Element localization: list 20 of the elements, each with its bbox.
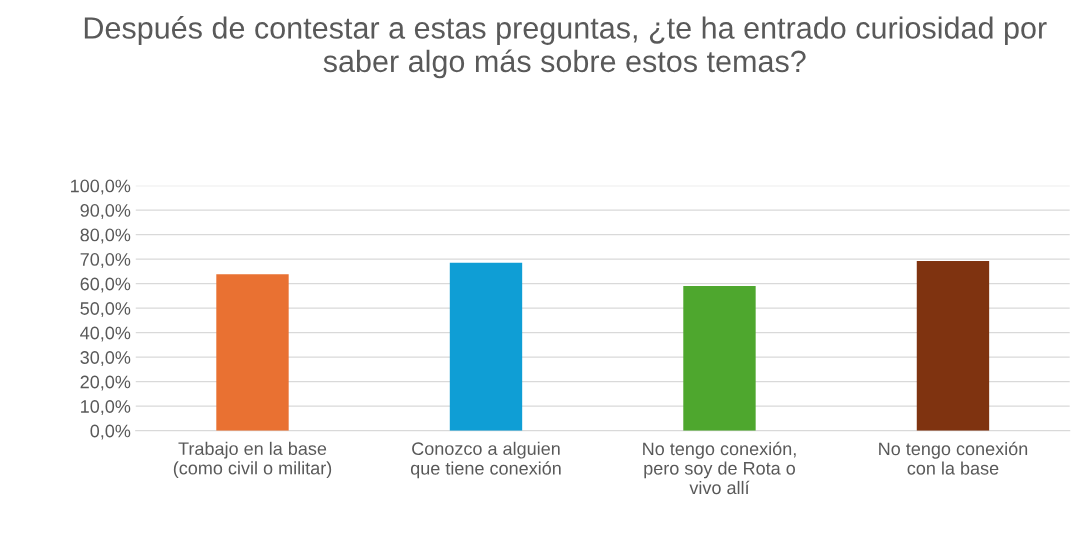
y-tick-label: 40,0% bbox=[80, 326, 131, 342]
y-tick-label: 50,0% bbox=[80, 302, 131, 318]
y-tick-label: 80,0% bbox=[80, 228, 131, 244]
y-tick-label: 0,0% bbox=[90, 424, 131, 440]
y-tick-label: 90,0% bbox=[80, 204, 131, 219]
bar bbox=[683, 286, 756, 431]
bar bbox=[449, 262, 523, 431]
bar bbox=[916, 261, 990, 431]
x-tick-label: Conozco a alguien que tiene conexión bbox=[410, 441, 561, 479]
y-tick-label: 30,0% bbox=[80, 351, 131, 367]
y-tick-label: 70,0% bbox=[80, 253, 131, 269]
bar bbox=[216, 274, 289, 431]
y-tick-label: 10,0% bbox=[81, 400, 131, 416]
y-tick-label: 60,0% bbox=[80, 277, 131, 293]
x-tick-label: No tengo conexión con la base bbox=[879, 441, 1028, 475]
chart-title: Después de contestar a estas preguntas, ¿te ha entrado curiosidad por saber algo más sobre estos temas? bbox=[84, 16, 1047, 79]
y-tick-label: 20,0% bbox=[80, 375, 131, 391]
x-tick-label: Trabajo en la base (como civil o militar) bbox=[173, 441, 332, 479]
x-tick-label: No tengo conexión, pero soy de Rota o vivo allí bbox=[643, 441, 796, 495]
y-tick-label: 100,0% bbox=[71, 179, 131, 195]
